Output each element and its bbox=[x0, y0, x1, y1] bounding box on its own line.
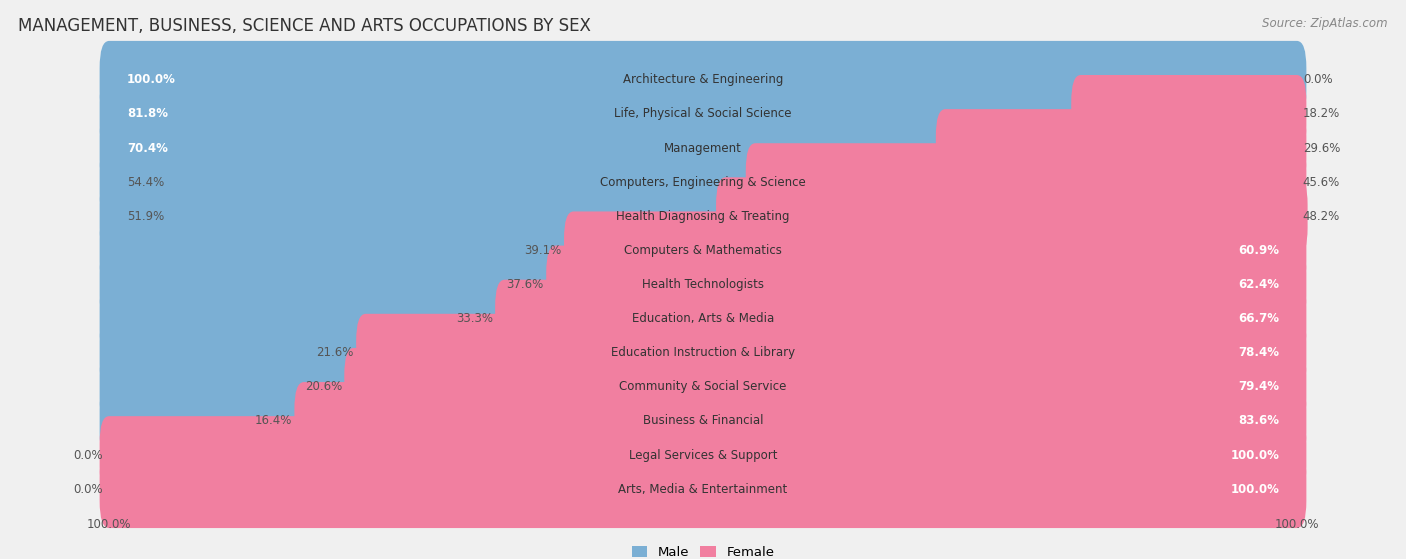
FancyBboxPatch shape bbox=[100, 245, 1306, 323]
Text: Computers & Mathematics: Computers & Mathematics bbox=[624, 244, 782, 257]
Text: 66.7%: 66.7% bbox=[1239, 312, 1279, 325]
FancyBboxPatch shape bbox=[100, 109, 1306, 187]
Text: 0.0%: 0.0% bbox=[73, 482, 103, 496]
Text: 51.9%: 51.9% bbox=[127, 210, 165, 222]
FancyBboxPatch shape bbox=[100, 245, 565, 323]
Text: 100.0%: 100.0% bbox=[1230, 482, 1279, 496]
FancyBboxPatch shape bbox=[100, 348, 1306, 426]
FancyBboxPatch shape bbox=[100, 382, 314, 460]
Text: 18.2%: 18.2% bbox=[1303, 107, 1340, 120]
FancyBboxPatch shape bbox=[100, 177, 1306, 255]
FancyBboxPatch shape bbox=[100, 143, 1306, 221]
Text: Health Diagnosing & Treating: Health Diagnosing & Treating bbox=[616, 210, 790, 222]
Text: Management: Management bbox=[664, 141, 742, 154]
FancyBboxPatch shape bbox=[100, 75, 1306, 153]
Text: MANAGEMENT, BUSINESS, SCIENCE AND ARTS OCCUPATIONS BY SEX: MANAGEMENT, BUSINESS, SCIENCE AND ARTS O… bbox=[18, 17, 591, 35]
Text: 79.4%: 79.4% bbox=[1239, 380, 1279, 394]
Text: Computers, Engineering & Science: Computers, Engineering & Science bbox=[600, 176, 806, 188]
Text: 100.0%: 100.0% bbox=[127, 73, 176, 86]
FancyBboxPatch shape bbox=[745, 143, 1306, 221]
Text: 54.4%: 54.4% bbox=[127, 176, 165, 188]
FancyBboxPatch shape bbox=[936, 109, 1306, 187]
FancyBboxPatch shape bbox=[495, 280, 1306, 358]
FancyBboxPatch shape bbox=[100, 109, 955, 187]
FancyBboxPatch shape bbox=[546, 245, 1306, 323]
Text: Community & Social Service: Community & Social Service bbox=[619, 380, 787, 394]
FancyBboxPatch shape bbox=[1071, 75, 1306, 153]
Text: 81.8%: 81.8% bbox=[127, 107, 167, 120]
Text: 48.2%: 48.2% bbox=[1303, 210, 1340, 222]
FancyBboxPatch shape bbox=[100, 41, 1306, 119]
Text: 100.0%: 100.0% bbox=[1275, 518, 1319, 531]
FancyBboxPatch shape bbox=[100, 451, 1306, 528]
Text: Legal Services & Support: Legal Services & Support bbox=[628, 448, 778, 462]
Text: 100.0%: 100.0% bbox=[1230, 448, 1279, 462]
FancyBboxPatch shape bbox=[100, 416, 1306, 494]
FancyBboxPatch shape bbox=[100, 382, 1306, 460]
FancyBboxPatch shape bbox=[100, 41, 1306, 119]
Text: Education, Arts & Media: Education, Arts & Media bbox=[631, 312, 775, 325]
FancyBboxPatch shape bbox=[100, 177, 735, 255]
Text: Arts, Media & Entertainment: Arts, Media & Entertainment bbox=[619, 482, 787, 496]
Text: 78.4%: 78.4% bbox=[1239, 346, 1279, 359]
FancyBboxPatch shape bbox=[100, 416, 1306, 494]
FancyBboxPatch shape bbox=[100, 280, 515, 358]
Text: Source: ZipAtlas.com: Source: ZipAtlas.com bbox=[1263, 17, 1388, 30]
FancyBboxPatch shape bbox=[100, 451, 1306, 528]
Text: 100.0%: 100.0% bbox=[87, 518, 131, 531]
FancyBboxPatch shape bbox=[356, 314, 1306, 392]
Text: 16.4%: 16.4% bbox=[254, 414, 292, 428]
FancyBboxPatch shape bbox=[564, 211, 1306, 289]
Text: 62.4%: 62.4% bbox=[1239, 278, 1279, 291]
FancyBboxPatch shape bbox=[100, 211, 1306, 289]
FancyBboxPatch shape bbox=[716, 177, 1308, 255]
Text: 60.9%: 60.9% bbox=[1239, 244, 1279, 257]
Text: 45.6%: 45.6% bbox=[1303, 176, 1340, 188]
Text: Health Technologists: Health Technologists bbox=[643, 278, 763, 291]
Text: Life, Physical & Social Science: Life, Physical & Social Science bbox=[614, 107, 792, 120]
Text: 29.6%: 29.6% bbox=[1303, 141, 1340, 154]
Text: Education Instruction & Library: Education Instruction & Library bbox=[612, 346, 794, 359]
Text: 33.3%: 33.3% bbox=[456, 312, 492, 325]
Text: 39.1%: 39.1% bbox=[524, 244, 561, 257]
Text: Architecture & Engineering: Architecture & Engineering bbox=[623, 73, 783, 86]
Legend: Male, Female: Male, Female bbox=[626, 541, 780, 559]
Text: 83.6%: 83.6% bbox=[1239, 414, 1279, 428]
Text: 70.4%: 70.4% bbox=[127, 141, 167, 154]
FancyBboxPatch shape bbox=[100, 348, 363, 426]
FancyBboxPatch shape bbox=[344, 348, 1306, 426]
Text: 20.6%: 20.6% bbox=[305, 380, 342, 394]
Text: 37.6%: 37.6% bbox=[506, 278, 544, 291]
FancyBboxPatch shape bbox=[294, 382, 1306, 460]
Text: 0.0%: 0.0% bbox=[73, 448, 103, 462]
FancyBboxPatch shape bbox=[100, 280, 1306, 358]
FancyBboxPatch shape bbox=[100, 211, 583, 289]
FancyBboxPatch shape bbox=[100, 75, 1090, 153]
FancyBboxPatch shape bbox=[100, 314, 375, 392]
Text: 21.6%: 21.6% bbox=[316, 346, 354, 359]
FancyBboxPatch shape bbox=[100, 314, 1306, 392]
Text: 0.0%: 0.0% bbox=[1303, 73, 1333, 86]
Text: Business & Financial: Business & Financial bbox=[643, 414, 763, 428]
FancyBboxPatch shape bbox=[100, 143, 765, 221]
